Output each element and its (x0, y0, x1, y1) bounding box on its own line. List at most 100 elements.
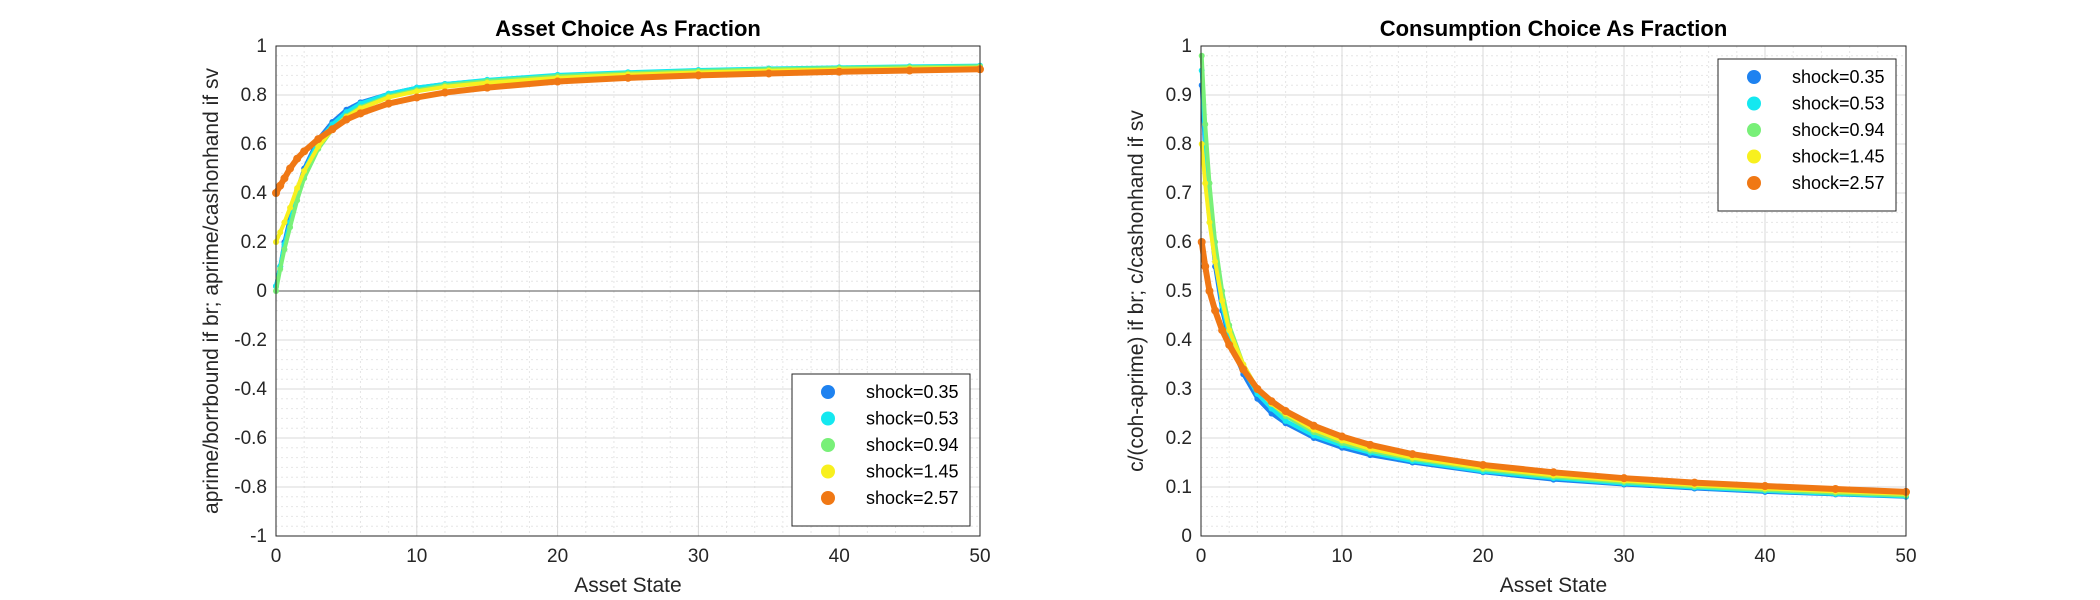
data-point (1206, 180, 1213, 187)
data-point (835, 67, 844, 76)
y-tick-label: 0.2 (241, 232, 267, 253)
x-tick-label: 0 (1196, 546, 1207, 567)
data-point (1620, 474, 1628, 483)
data-point (1338, 432, 1346, 441)
data-point (277, 229, 284, 236)
data-point (287, 224, 294, 231)
legend-item: shock=2.57 (1747, 173, 1885, 193)
chart-consumption-choice: 0 10 20 30 40 50 0 0.1 0.2 0.3 0.4 0.5 0.6 0.7 0.8 0.9… (1125, 16, 1917, 597)
data-point (1226, 327, 1233, 334)
data-point (1267, 397, 1276, 406)
data-point (1281, 407, 1290, 416)
data-point (294, 197, 301, 204)
legend-label: shock=1.45 (866, 462, 959, 482)
chart-title: Asset Choice As Fraction (495, 16, 761, 41)
legend-item: shock=0.35 (821, 382, 959, 402)
legend-marker (821, 491, 835, 505)
data-point (1549, 468, 1558, 477)
y-tick-label: 0.6 (241, 134, 267, 155)
x-tick-label: 30 (688, 546, 709, 567)
plot-frame (275, 45, 981, 537)
y-axis-label: c/(coh-aprime) if br; c/cashonhand if sv (1125, 110, 1148, 472)
y-tick-label: 0.3 (1166, 379, 1192, 400)
data-point (1408, 450, 1417, 459)
x-tick-labels: 0 10 20 30 40 50 (271, 546, 991, 567)
legend-marker (821, 438, 835, 452)
legend-item: shock=0.35 (1747, 67, 1885, 87)
legend-marker (821, 464, 835, 479)
data-point (301, 167, 308, 174)
data-point (342, 115, 351, 124)
data-point (276, 181, 285, 190)
data-point (1211, 306, 1220, 315)
data-point (553, 77, 562, 86)
data-point (1831, 484, 1840, 493)
y-axis-label: aprime/borrbound if br; aprime/cashonhan… (200, 68, 223, 514)
data-point (287, 204, 294, 211)
legend-item: shock=0.53 (821, 409, 959, 429)
legend-item: shock=0.94 (821, 435, 959, 455)
legend-marker (1747, 149, 1761, 164)
data-point (1479, 460, 1487, 469)
legend-marker (821, 385, 835, 399)
data-point (440, 88, 449, 97)
data-point (1309, 421, 1318, 430)
data-point (356, 109, 365, 118)
legend-label: shock=0.94 (866, 435, 959, 455)
x-tick-label: 20 (547, 546, 568, 567)
legend-label: shock=1.45 (1792, 147, 1885, 167)
data-point (1761, 482, 1769, 491)
legend-item: shock=2.57 (821, 488, 959, 508)
data-point (315, 143, 322, 150)
data-point (281, 219, 288, 226)
data-point (1198, 52, 1205, 59)
data-point (1212, 258, 1219, 265)
data-point (1218, 326, 1227, 335)
legend: shock=0.35 shock=0.53 shock=0.94 shock=1.45… (1717, 58, 1897, 212)
legend-marker (1747, 176, 1761, 190)
legend-label: shock=0.53 (866, 409, 959, 429)
y-tick-label: 0 (1181, 526, 1192, 547)
y-tick-label: 1 (1181, 36, 1192, 57)
data-point (413, 88, 420, 95)
chart-title: Consumption Choice As Fraction (1380, 16, 1728, 41)
data-point (1366, 440, 1375, 449)
data-point (280, 174, 289, 183)
x-tick-labels: 0 10 20 30 40 50 (1196, 546, 1917, 567)
legend-marker (1747, 96, 1761, 111)
x-tick-label: 50 (1895, 546, 1916, 567)
y-tick-label: 0.1 (1166, 477, 1192, 498)
chart-asset-choice: 0 10 20 30 40 50 -1 -0.8 -0.6 -0.4 -0.2 0 0.2 0.4 0.6… (200, 16, 991, 597)
series-shock=2.57 (272, 65, 984, 197)
y-tick-label: 0.9 (1166, 85, 1192, 106)
data-point (286, 164, 295, 173)
data-point (293, 154, 302, 163)
legend-marker (1747, 123, 1761, 137)
legend-marker (1747, 70, 1761, 84)
data-point (1253, 385, 1262, 393)
x-tick-label: 0 (271, 546, 282, 567)
data-point (328, 125, 337, 134)
data-point (300, 147, 309, 156)
data-point (764, 69, 773, 78)
legend-label: shock=2.57 (1792, 173, 1885, 193)
y-tick-labels: -1 -0.8 -0.6 -0.4 -0.2 0 0.2 0.4 0.6 0.8 1 (234, 36, 267, 547)
x-tick-label: 30 (1613, 546, 1634, 567)
legend-label: shock=0.94 (1792, 120, 1885, 140)
legend-label: shock=0.35 (866, 382, 959, 402)
x-tick-label: 40 (1754, 546, 1775, 567)
data-point (281, 246, 288, 253)
y-tick-label: -0.4 (234, 379, 267, 400)
data-point (1282, 417, 1289, 424)
y-tick-label: 0.7 (1166, 183, 1192, 204)
legend-item: shock=0.53 (1747, 94, 1885, 114)
data-marks (1197, 52, 1910, 500)
data-point (905, 66, 914, 75)
data-point (384, 99, 393, 108)
legend-label: shock=0.53 (1792, 94, 1885, 114)
legend-label: shock=2.57 (866, 488, 959, 508)
y-tick-label: 0 (256, 281, 267, 302)
data-point (1219, 297, 1226, 304)
legend-marker (821, 411, 835, 426)
